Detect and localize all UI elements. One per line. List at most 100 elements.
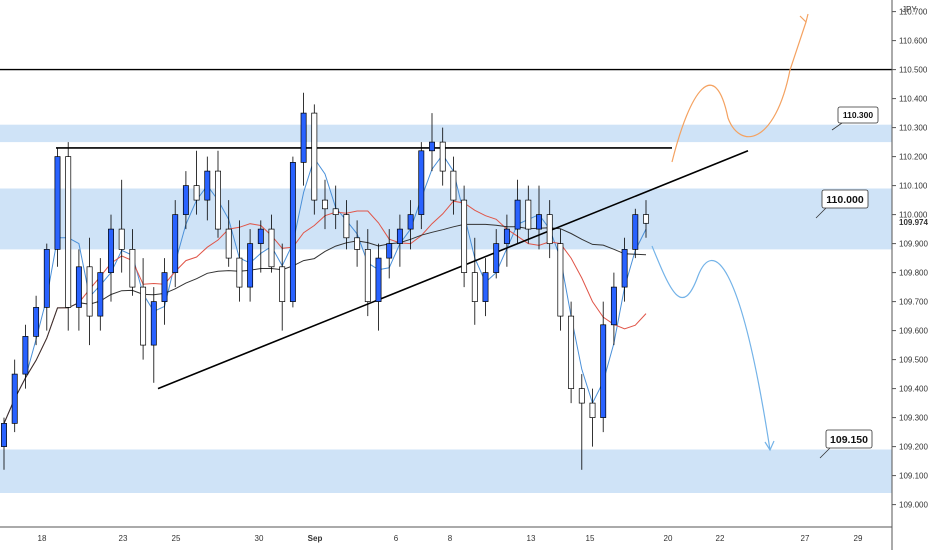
callout-pointer <box>815 207 827 219</box>
candle-body <box>33 307 40 337</box>
candle-body <box>289 162 296 302</box>
x-tick-label: 6 <box>394 534 399 543</box>
candle-body <box>578 388 585 404</box>
price-callouts: 110.300 110.000 109.150 <box>815 106 879 459</box>
candle-body <box>396 228 403 244</box>
candle-body <box>343 214 350 239</box>
x-tick-label: 23 <box>119 534 128 543</box>
y-tick-label: 109.800 <box>899 269 928 278</box>
bullish-projection <box>671 21 807 163</box>
x-tick-label: 22 <box>716 534 725 543</box>
trend-lines <box>56 147 749 390</box>
zone <box>0 188 892 250</box>
x-tick-label: 30 <box>255 534 264 543</box>
candle-body <box>108 228 114 273</box>
x-tick-label: 20 <box>664 534 673 543</box>
candle-body <box>471 272 478 302</box>
candle-body <box>279 266 286 302</box>
callout-pointer <box>831 122 843 131</box>
candle-body <box>621 249 628 288</box>
candle-body <box>536 214 542 230</box>
candle-body <box>300 112 307 163</box>
candle-body <box>514 199 521 230</box>
y-tick-label: 109.600 <box>899 327 928 336</box>
candle-body <box>204 170 211 201</box>
candle-body <box>418 150 425 215</box>
candle-body <box>215 170 221 230</box>
y-tick-label: 110.000 <box>899 211 928 220</box>
candle-body <box>247 243 254 288</box>
axis-bg <box>892 0 932 550</box>
callout-text: 110.000 <box>826 194 864 206</box>
support-resistance-zones <box>0 124 892 493</box>
bearish-arrowhead <box>764 440 775 452</box>
candle-body <box>225 228 232 259</box>
x-tick-label: 29 <box>854 534 863 543</box>
candle-body <box>86 266 93 317</box>
candle-body <box>450 170 457 201</box>
bullish-arrowhead <box>799 13 809 24</box>
candle-body <box>161 272 168 302</box>
candle-body <box>75 266 82 308</box>
last-price-label: 109.974 <box>899 218 928 227</box>
candle-body <box>439 141 446 172</box>
candle-body <box>375 257 382 302</box>
candle-body <box>332 208 339 215</box>
x-tick-label: 15 <box>586 534 595 543</box>
y-tick-label: 110.600 <box>899 37 928 46</box>
y-tick-label: 110.400 <box>899 95 928 104</box>
candle-body <box>610 286 617 326</box>
candle-body <box>429 141 435 152</box>
candle-body <box>643 214 649 224</box>
callout-text: 109.150 <box>830 434 868 446</box>
time-axis[interactable]: 18 23 25 30 Sep 6 8 13 15 20 22 27 29 <box>0 526 892 543</box>
candle-body <box>589 402 596 418</box>
candle-body <box>268 228 275 268</box>
candle-body <box>354 237 361 250</box>
y-tick-label: 110.100 <box>899 182 928 191</box>
candle-body <box>129 249 136 288</box>
candle-body <box>311 112 318 201</box>
candle-body <box>97 272 104 317</box>
y-tick-label: 109.300 <box>899 414 928 423</box>
callout-box <box>837 106 879 124</box>
candle-body <box>65 156 72 308</box>
y-tick-label: 109.900 <box>899 240 928 249</box>
candle-body <box>236 257 243 288</box>
y-tick-label: 110.200 <box>899 153 928 162</box>
candle-body <box>1 423 7 447</box>
x-tick-label: 25 <box>172 534 181 543</box>
candle-body <box>386 243 393 259</box>
candle-body <box>11 373 18 424</box>
y-tick-label: 109.000 <box>899 501 928 510</box>
y-tick-label: 109.500 <box>899 356 928 365</box>
x-tick-label: 13 <box>527 534 536 543</box>
callout-pointer <box>819 447 831 459</box>
callout-text: 110.300 <box>843 110 874 120</box>
bearish-projection <box>651 245 771 451</box>
candle-body <box>503 228 510 244</box>
x-tick-label: Sep <box>308 534 323 543</box>
zone <box>0 124 892 143</box>
candle-body <box>632 214 639 250</box>
candle-body <box>140 286 147 346</box>
candle-body <box>182 185 189 215</box>
callout-box <box>821 189 869 209</box>
currency-label: JPY <box>902 5 917 14</box>
callout-box <box>825 429 873 449</box>
candle-body <box>172 214 179 273</box>
candle-body <box>322 199 328 210</box>
x-tick-label: 27 <box>801 534 810 543</box>
candle-body <box>118 228 125 250</box>
candle-body <box>22 336 29 375</box>
y-tick-label: 110.300 <box>899 124 928 133</box>
x-tick-label: 18 <box>38 534 47 543</box>
y-tick-label: 110.700 <box>899 8 928 17</box>
candle-body <box>54 156 61 250</box>
y-tick-label: 109.100 <box>899 472 928 481</box>
candle-body <box>546 214 553 244</box>
candle-body <box>43 249 50 308</box>
candle-body <box>525 199 532 230</box>
